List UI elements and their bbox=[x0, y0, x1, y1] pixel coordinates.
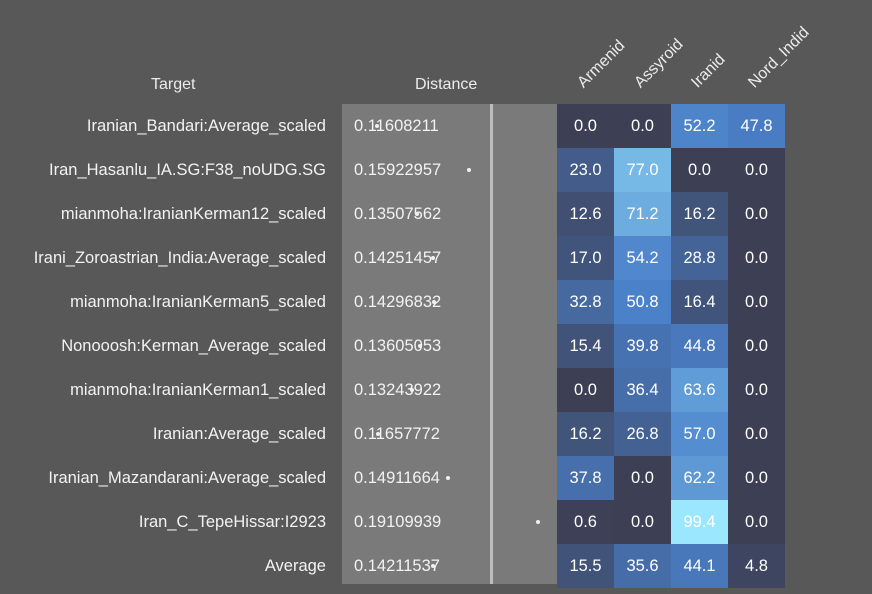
table-row: mianmoha:IranianKerman12_scaled 0.1350756… bbox=[0, 192, 872, 236]
heat-cell-nord-indid: 0.0 bbox=[728, 368, 785, 412]
row-target-label: Average bbox=[264, 557, 326, 575]
row-target-label: Nonooosh:Kerman_Average_scaled bbox=[61, 337, 326, 355]
row-distance-value: 0.11657772 bbox=[354, 425, 440, 443]
heat-cell-nord-indid: 0.0 bbox=[728, 280, 785, 324]
heat-cell-assyroid: 36.4 bbox=[614, 368, 671, 412]
distance-header: Distance bbox=[415, 76, 478, 93]
distance-dot bbox=[467, 168, 472, 172]
column-header-nord-indid: Nord_Indid bbox=[745, 23, 813, 92]
heat-cell-armenid: 23.0 bbox=[557, 148, 614, 192]
row-distance-value: 0.13605053 bbox=[354, 337, 442, 355]
row-distance-value: 0.14251457 bbox=[354, 249, 442, 267]
row-target-label: Iran_C_TepeHissar:I2923 bbox=[138, 513, 326, 531]
row-distance-value: 0.14296832 bbox=[354, 293, 442, 311]
heat-cell-nord-indid: 4.8 bbox=[728, 544, 785, 588]
heat-cell-nord-indid: 0.0 bbox=[728, 412, 785, 456]
heat-cell-iranid: 44.1 bbox=[671, 544, 728, 588]
heat-cell-armenid: 32.8 bbox=[557, 280, 614, 324]
table-row: mianmoha:IranianKerman1_scaled 0.13243922… bbox=[0, 368, 872, 412]
heat-cell-assyroid: 50.8 bbox=[614, 280, 671, 324]
table-row: Iran_Hasanlu_IA.SG:F38_noUDG.SG 0.1592295… bbox=[0, 148, 872, 192]
distance-dot bbox=[375, 432, 380, 436]
distance-dot bbox=[535, 520, 540, 524]
distance-dot bbox=[432, 300, 437, 304]
table-row: Nonooosh:Kerman_Average_scaled 0.13605053… bbox=[0, 324, 872, 368]
distance-dot bbox=[430, 564, 435, 568]
distance-dot bbox=[417, 344, 422, 348]
distance-dot bbox=[431, 256, 436, 260]
column-header-assyroid: Assyroid bbox=[631, 35, 687, 92]
distance-dot bbox=[415, 212, 420, 216]
distance-panel bbox=[342, 104, 557, 584]
distance-reference-line bbox=[490, 104, 493, 584]
heat-cell-assyroid: 0.0 bbox=[614, 500, 671, 544]
heat-cell-assyroid: 0.0 bbox=[614, 104, 671, 148]
table-row: Iranian_Bandari:Average_scaled 0.11608211… bbox=[0, 104, 872, 148]
row-distance-value: 0.19109939 bbox=[354, 513, 442, 531]
row-target-label: Irani_Zoroastrian_India:Average_scaled bbox=[33, 249, 326, 267]
heat-cell-armenid: 0.6 bbox=[557, 500, 614, 544]
heat-cell-armenid: 0.0 bbox=[557, 368, 614, 412]
heat-cell-assyroid: 26.8 bbox=[614, 412, 671, 456]
heat-cell-iranid: 52.2 bbox=[671, 104, 728, 148]
heat-cell-assyroid: 54.2 bbox=[614, 236, 671, 280]
heat-cell-iranid: 16.2 bbox=[671, 192, 728, 236]
row-distance-value: 0.14911664 bbox=[354, 469, 440, 487]
table-row: Iran_C_TepeHissar:I2923 0.19109939 0.6 0.0 9… bbox=[0, 500, 872, 544]
heat-cell-armenid: 15.4 bbox=[557, 324, 614, 368]
row-distance-value: 0.14211537 bbox=[354, 557, 440, 575]
column-header-iranid: Iranid bbox=[688, 50, 729, 92]
table-row: mianmoha:IranianKerman5_scaled 0.14296832… bbox=[0, 280, 872, 324]
heat-cell-nord-indid: 0.0 bbox=[728, 192, 785, 236]
row-distance-value: 0.11608211 bbox=[354, 117, 439, 135]
row-distance-value: 0.13243922 bbox=[354, 381, 442, 399]
heat-cell-iranid: 44.8 bbox=[671, 324, 728, 368]
row-target-label: Iran_Hasanlu_IA.SG:F38_noUDG.SG bbox=[49, 161, 326, 179]
heat-cell-assyroid: 0.0 bbox=[614, 456, 671, 500]
row-target-label: mianmoha:IranianKerman1_scaled bbox=[70, 381, 326, 399]
row-distance-value: 0.13507562 bbox=[354, 205, 442, 223]
heat-cell-iranid: 16.4 bbox=[671, 280, 728, 324]
row-target-label: Iranian_Mazandarani:Average_scaled bbox=[48, 469, 326, 487]
heat-cell-nord-indid: 0.0 bbox=[728, 500, 785, 544]
heat-cell-assyroid: 39.8 bbox=[614, 324, 671, 368]
heat-cell-iranid: 57.0 bbox=[671, 412, 728, 456]
row-distance-value: 0.15922957 bbox=[354, 161, 442, 179]
heat-cell-assyroid: 35.6 bbox=[614, 544, 671, 588]
table-row: Iranian_Mazandarani:Average_scaled 0.1491… bbox=[0, 456, 872, 500]
distance-dot bbox=[374, 124, 379, 128]
row-target-label: Iranian:Average_scaled bbox=[152, 425, 326, 443]
heat-cell-iranid: 99.4 bbox=[671, 500, 728, 544]
heat-cell-nord-indid: 47.8 bbox=[728, 104, 785, 148]
heat-cell-assyroid: 77.0 bbox=[614, 148, 671, 192]
heat-cell-armenid: 16.2 bbox=[557, 412, 614, 456]
row-target-label: Iranian_Bandari:Average_scaled bbox=[86, 117, 326, 135]
heat-cell-armenid: 17.0 bbox=[557, 236, 614, 280]
heat-cell-assyroid: 71.2 bbox=[614, 192, 671, 236]
row-target-label: mianmoha:IranianKerman12_scaled bbox=[60, 205, 326, 223]
heat-cell-iranid: 0.0 bbox=[671, 148, 728, 192]
heat-cell-armenid: 15.5 bbox=[557, 544, 614, 588]
target-header: Target bbox=[151, 76, 196, 93]
heat-cell-nord-indid: 0.0 bbox=[728, 148, 785, 192]
heat-cell-armenid: 12.6 bbox=[557, 192, 614, 236]
table-row: Irani_Zoroastrian_India:Average_scaled 0.… bbox=[0, 236, 872, 280]
heat-cell-iranid: 63.6 bbox=[671, 368, 728, 412]
distance-dot bbox=[409, 388, 414, 392]
heat-cell-armenid: 37.8 bbox=[557, 456, 614, 500]
heat-cell-nord-indid: 0.0 bbox=[728, 456, 785, 500]
column-header-armenid: Armenid bbox=[574, 37, 629, 92]
distance-dot bbox=[445, 476, 450, 480]
heat-cell-iranid: 28.8 bbox=[671, 236, 728, 280]
table-row: Iranian:Average_scaled 0.11657772 16.2 26.8… bbox=[0, 412, 872, 456]
heat-cell-nord-indid: 0.0 bbox=[728, 324, 785, 368]
heat-cell-iranid: 62.2 bbox=[671, 456, 728, 500]
row-target-label: mianmoha:IranianKerman5_scaled bbox=[70, 293, 326, 311]
table-row: Average 0.14211537 15.5 35.6 44.1 4.8 bbox=[0, 544, 872, 588]
heat-cell-armenid: 0.0 bbox=[557, 104, 614, 148]
heat-cell-nord-indid: 0.0 bbox=[728, 236, 785, 280]
